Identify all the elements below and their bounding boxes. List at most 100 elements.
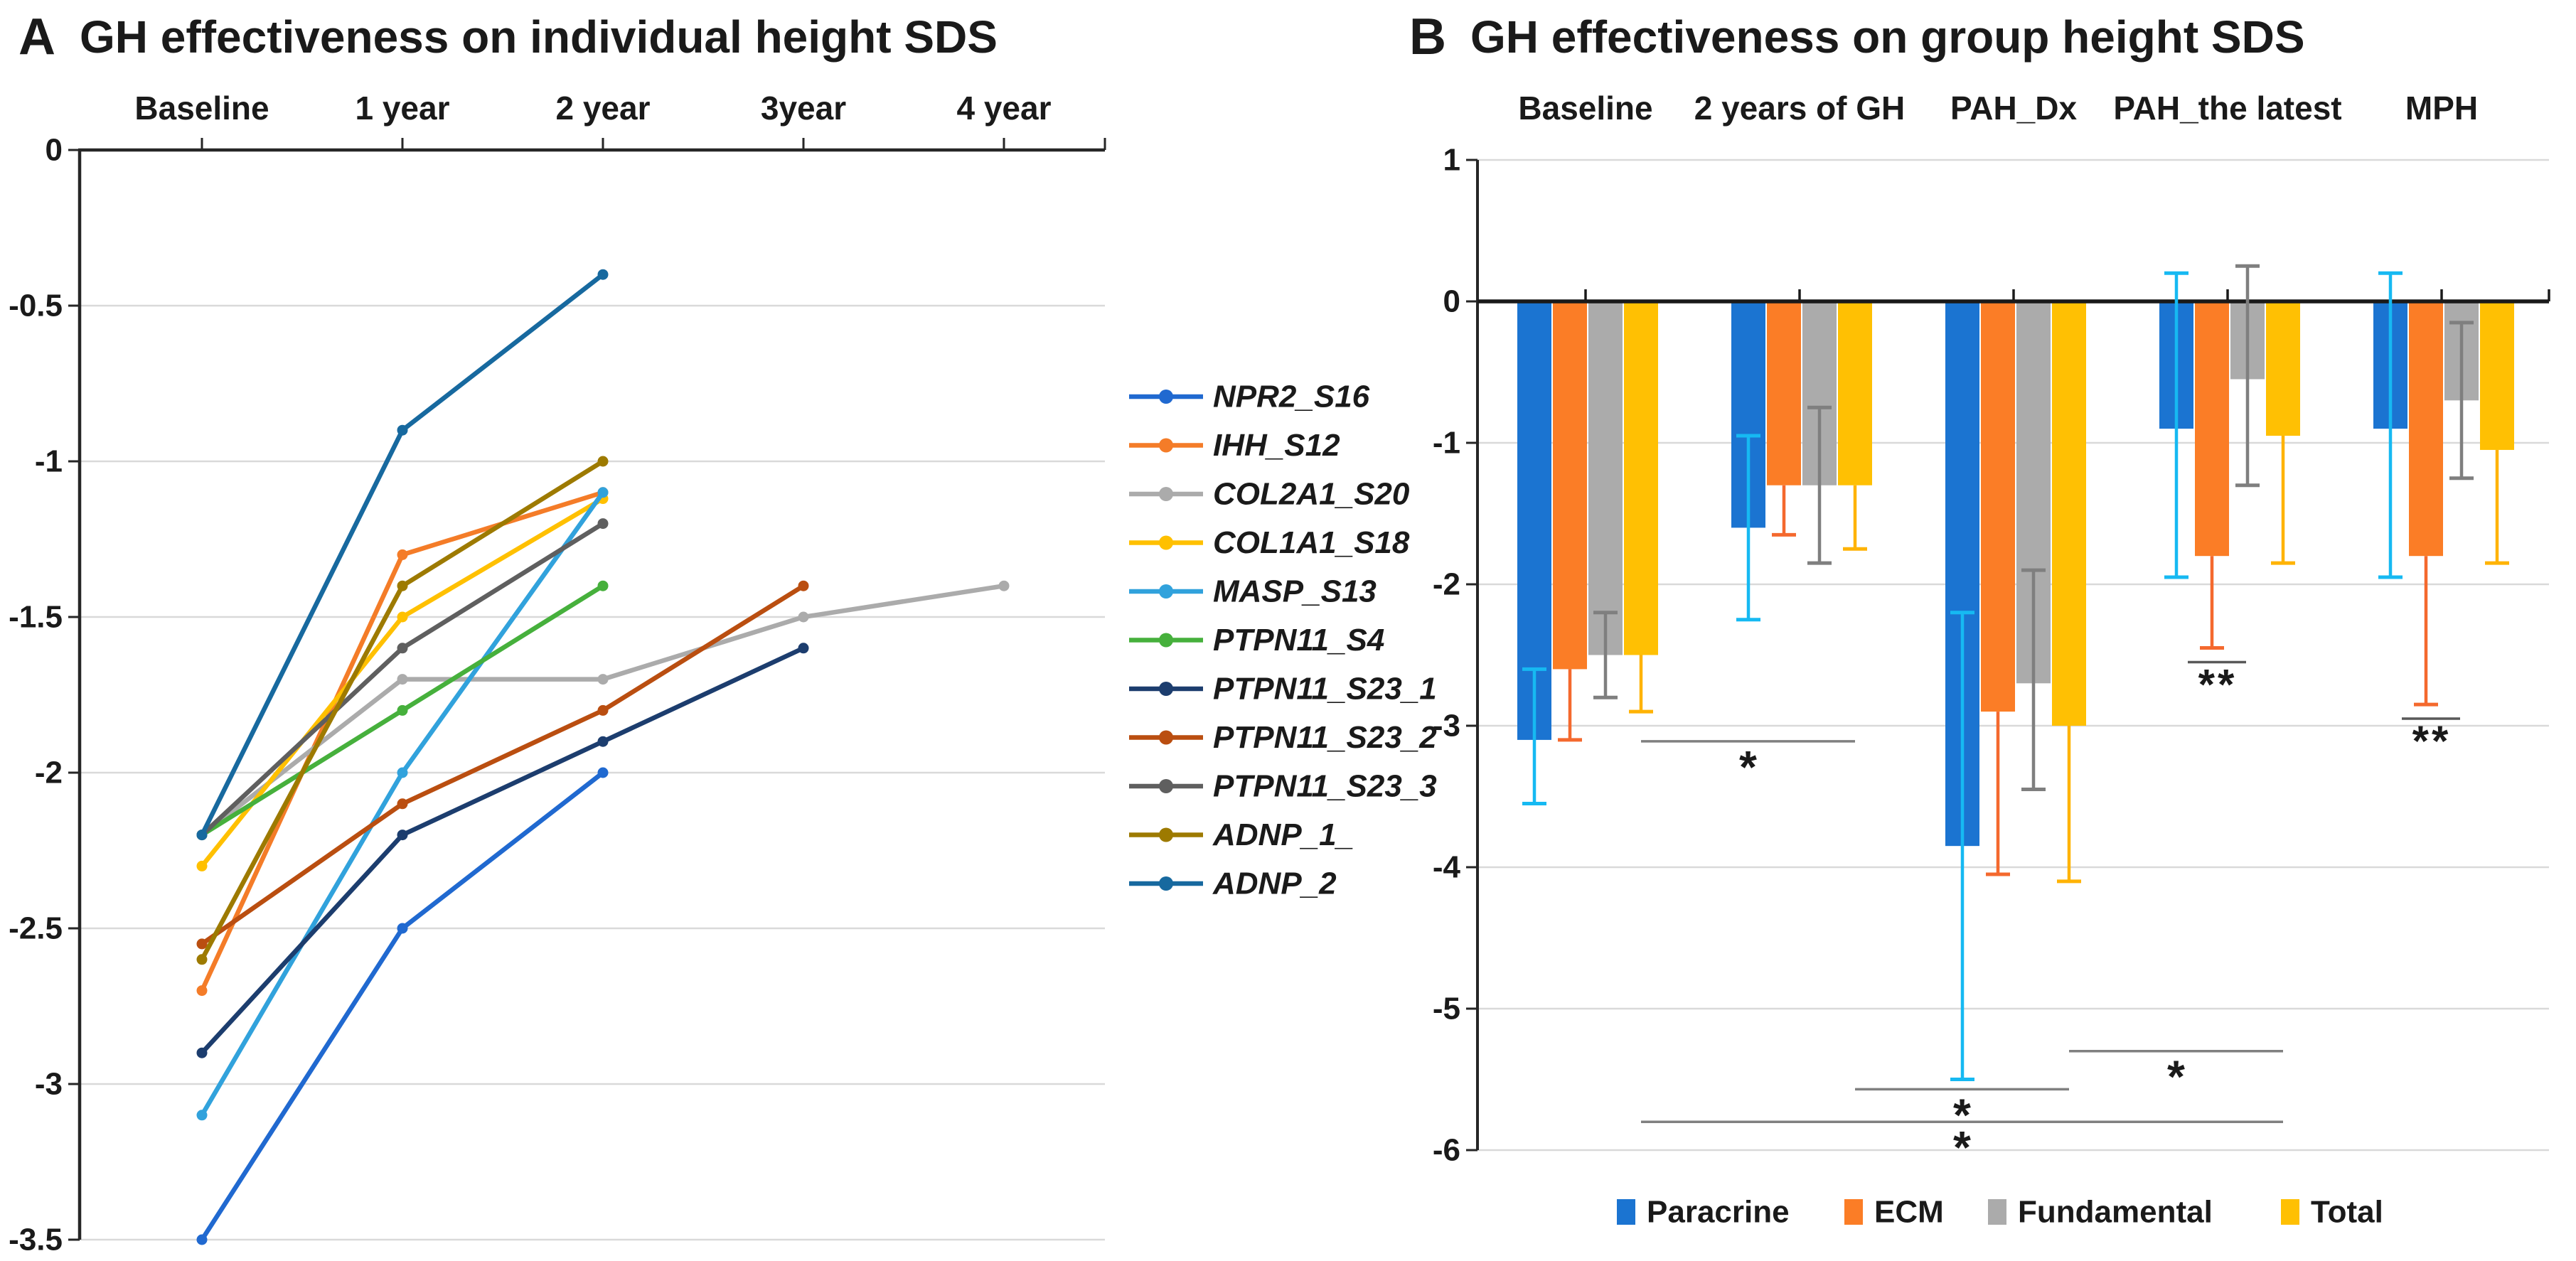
y-tick-label: -1 [1433, 426, 1460, 461]
series-point [597, 487, 609, 498]
y-tick-label: 0 [1443, 284, 1460, 319]
series-line-PTPN11_S23_1 [199, 645, 806, 1056]
y-tick-label: -3 [35, 1067, 63, 1102]
y-tick-label: -2 [35, 756, 63, 790]
legend-label: PTPN11_S4 [1213, 623, 1384, 658]
legend-marker-dot [1159, 730, 1173, 745]
series-point [798, 643, 809, 654]
bar-Total [1624, 301, 1658, 655]
series-point [397, 704, 408, 716]
series-point [196, 1110, 208, 1121]
x-category-label: Baseline [1518, 90, 1652, 127]
series-point [597, 269, 609, 280]
significance-asterisk: * [1953, 1089, 1971, 1140]
bar-Total [2052, 301, 2086, 726]
significance-asterisk: ** [2412, 717, 2452, 765]
series-point [798, 580, 809, 591]
significance-asterisk: * [2167, 1051, 2185, 1102]
series-point [397, 798, 408, 810]
y-tick-label: -0.5 [9, 289, 63, 323]
series-point [597, 736, 609, 747]
legend-marker-dot [1159, 390, 1173, 404]
legend-label: PTPN11_S23_3 [1213, 769, 1437, 804]
panel-b-title: B GH effectiveness on group height SDS [1409, 4, 2305, 70]
legend-label: COL1A1_S18 [1213, 525, 1410, 560]
series-point [597, 767, 609, 778]
series-point [597, 580, 609, 591]
bar-ECM [1981, 301, 2015, 712]
legend-marker-swatch [1617, 1199, 1635, 1225]
series-point [196, 1234, 208, 1245]
y-tick-label: -3 [1433, 709, 1460, 744]
y-tick-label: -5 [1433, 992, 1460, 1026]
significance-asterisk: * [1739, 741, 1757, 793]
bar-Total [2480, 301, 2514, 450]
x-category-label: 3year [761, 90, 846, 127]
x-category-label: PAH_Dx [1950, 90, 2078, 127]
series-point [397, 643, 408, 654]
y-tick-label: 1 [1443, 143, 1460, 178]
series-point [397, 611, 408, 623]
series-point [597, 456, 609, 467]
series-point [798, 611, 809, 623]
panel-a-plot: 0 -0.5 -1 -1.5 -2 -2.5 -3 -3.5 Baseline 1 year 2 y… [9, 90, 1106, 1257]
y-tick-label: -4 [1433, 850, 1461, 885]
legend-label: MASP_S13 [1213, 574, 1377, 609]
x-category-label: 2 years of GH [1694, 90, 1906, 127]
series-point [196, 860, 208, 871]
bar-ECM [1553, 301, 1587, 670]
y-tick-label: -2 [1433, 567, 1460, 602]
bar-ECM [1767, 301, 1801, 485]
legend-marker-dot [1159, 535, 1173, 550]
x-category-label: 4 year [956, 90, 1051, 127]
y-tick-label: -1.5 [9, 600, 63, 635]
series-point [397, 923, 408, 934]
series-point [196, 938, 208, 950]
series-line-IHH_S12 [199, 490, 606, 993]
series-point [397, 767, 408, 778]
series-point [196, 830, 208, 841]
legend-marker-dot [1159, 682, 1173, 696]
bar-Total [1838, 301, 1872, 485]
legend-label: NPR2_S16 [1213, 380, 1370, 414]
bar-Total [2266, 301, 2300, 436]
series-point [196, 954, 208, 965]
series-point [597, 518, 609, 530]
x-category-label: MPH [2405, 90, 2478, 127]
x-category-label: PAH_the latest [2113, 90, 2341, 127]
legend-marker-dot [1159, 633, 1173, 648]
y-tick-label: -1 [35, 444, 63, 479]
panel-a-title: A GH effectiveness on individual height … [18, 4, 998, 70]
y-tick-label: -2.5 [9, 911, 63, 946]
series-point [397, 674, 408, 685]
y-tick-label: 0 [46, 133, 63, 168]
panel-a-title-text: GH effectiveness on individual height SD… [80, 11, 998, 63]
legend-label: IHH_S12 [1213, 428, 1340, 463]
legend-label: COL2A1_S20 [1213, 477, 1410, 512]
legend-label: Fundamental [2018, 1195, 2213, 1230]
panel-a-legend: NPR2_S16 IHH_S12 COL2A1_S20 COL1A1_S18 MASP_… [1129, 380, 1437, 901]
bar-ECM [2195, 301, 2229, 557]
panel-b-title-text: GH effectiveness on group height SDS [1470, 11, 2305, 63]
legend-label: Paracrine [1647, 1195, 1790, 1230]
legend-marker-swatch [2281, 1199, 2299, 1225]
series-point [998, 580, 1010, 591]
legend-label: ADNP_1_ [1212, 817, 1354, 852]
series-point [196, 985, 208, 997]
x-category-label: 2 year [555, 90, 650, 127]
legend-marker-dot [1159, 584, 1173, 599]
panel-a-letter: A [18, 9, 55, 65]
bar-Paracrine [1517, 301, 1551, 740]
series-point [196, 1047, 208, 1058]
legend-label: PTPN11_S23_1 [1213, 672, 1437, 707]
panel-b-legend: Paracrine ECM Fundamental Total [1617, 1195, 2383, 1230]
x-category-label: Baseline [134, 90, 269, 127]
series-point [397, 424, 408, 436]
series-point [397, 580, 408, 591]
legend-marker-dot [1159, 487, 1173, 501]
significance-asterisk: * [1953, 1122, 1971, 1173]
panel-b-plot: 1 0 -1 -2 -3 -4 -5 -6 Baseline 2 years of GH PAH_D… [1433, 90, 2550, 1173]
series-point [597, 704, 609, 716]
